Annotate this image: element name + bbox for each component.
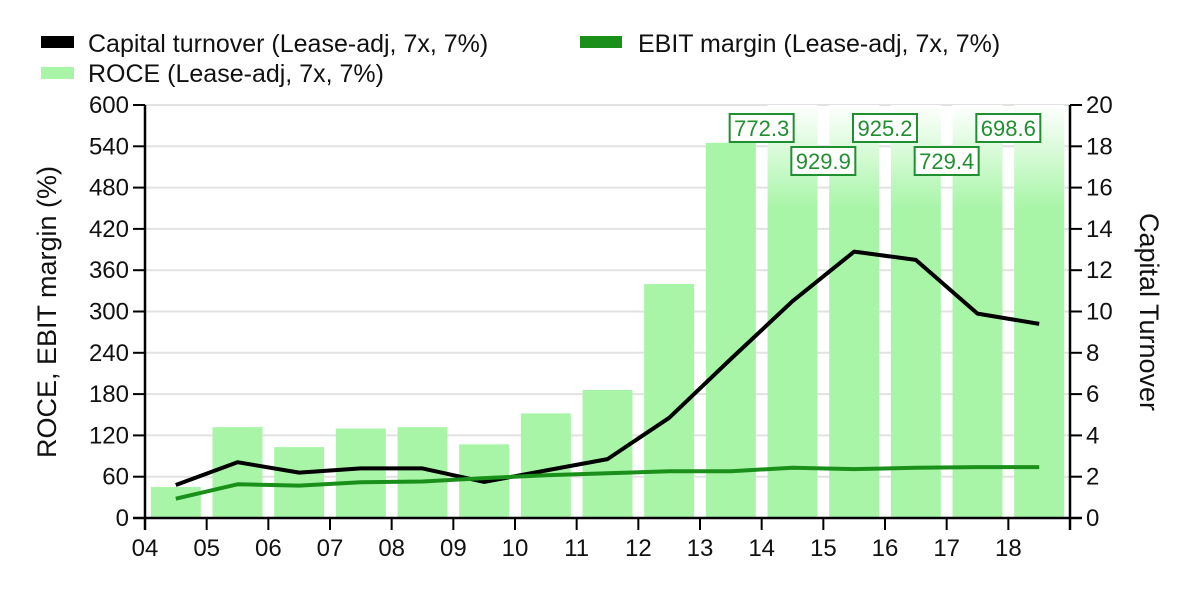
overflow-label-box: [913, 146, 980, 176]
y-tick-label-right: 20: [1086, 92, 1113, 119]
y-tick-label-left: 420: [89, 216, 129, 243]
y-tick-label-right: 10: [1086, 299, 1113, 326]
line-ebit-margin: [175, 465, 1040, 501]
x-tick-label: 12: [625, 535, 652, 562]
legend-swatch-roce: [41, 67, 74, 79]
overflow-label-box: [975, 113, 1042, 143]
legend: Capital turnover (Lease-adj, 7x, 7%) EBI…: [41, 30, 1000, 88]
y-tick-label-right: 2: [1086, 464, 1099, 491]
x-tick-label: 07: [317, 535, 344, 562]
x-tick-label: 18: [995, 535, 1022, 562]
x-tick-label: 15: [810, 535, 837, 562]
x-tick-label: 06: [255, 535, 282, 562]
x-tick-label: 04: [132, 535, 159, 562]
y-axis-title-right: Capital Turnover: [1134, 213, 1164, 411]
x-tick-label: 08: [378, 535, 405, 562]
overflow-label-17: 729.4: [919, 149, 974, 174]
y-tick-label-right: 8: [1086, 340, 1099, 367]
y-tick-label-right: 16: [1086, 175, 1113, 202]
y-tick-label-right: 12: [1086, 257, 1113, 284]
y-tick-label-right: 6: [1086, 381, 1099, 408]
bar-roce-13: [705, 142, 756, 518]
overflow-label-18: 698.6: [981, 116, 1036, 141]
x-tick-label: 16: [872, 535, 899, 562]
bar-roce-04: [150, 487, 201, 518]
overflow-label-box: [728, 113, 795, 143]
x-tick-label: 13: [687, 535, 714, 562]
overflow-label-14: 772.3: [734, 116, 789, 141]
y-tick-label-left: 240: [89, 340, 129, 367]
overflow-label-15: 929.9: [796, 149, 851, 174]
overflow-label-16: 925.2: [857, 116, 912, 141]
x-tick-label: 14: [748, 535, 775, 562]
y-tick-label-left: 360: [89, 257, 129, 284]
legend-label-ebit-margin: EBIT margin (Lease-adj, 7x, 7%): [638, 30, 1000, 58]
y-tick-label-right: 0: [1086, 505, 1099, 532]
y-tick-label-right: 14: [1086, 216, 1113, 243]
legend-label-roce: ROCE (Lease-adj, 7x, 7%): [88, 60, 384, 88]
axes: 0601201802403003604204805406000246810121…: [89, 92, 1113, 562]
x-tick-label: 09: [440, 535, 467, 562]
y-tick-label-left: 0: [116, 505, 129, 532]
y-tick-label-left: 60: [102, 464, 129, 491]
legend-item-ebit-margin: EBIT margin (Lease-adj, 7x, 7%): [580, 30, 1000, 58]
y-tick-label-left: 120: [89, 422, 129, 449]
y-tick-label-left: 540: [89, 133, 129, 160]
bar-roce-07: [335, 428, 386, 518]
bar-roce-05: [212, 427, 263, 518]
y-tick-label-left: 300: [89, 299, 129, 326]
legend-swatch-ebit-margin: [580, 36, 622, 48]
x-tick-label: 05: [193, 535, 220, 562]
y-tick-label-left: 600: [89, 92, 129, 119]
x-tick-label: 11: [564, 535, 589, 562]
legend-label-capital-turnover: Capital turnover (Lease-adj, 7x, 7%): [88, 30, 488, 58]
y-tick-label-right: 18: [1086, 133, 1113, 160]
y-tick-label-left: 180: [89, 381, 129, 408]
bar-roce-18: [1014, 105, 1065, 518]
line-capital-turnover: [175, 249, 1040, 487]
bar-roce-06: [274, 447, 325, 518]
legend-swatch-capital-turnover: [41, 36, 74, 48]
bar-roce-11: [582, 389, 633, 518]
series-lines: [175, 249, 1040, 501]
y-axis-title-left: ROCE, EBIT margin (%): [32, 166, 62, 458]
x-tick-label: 17: [933, 535, 960, 562]
legend-item-roce: ROCE (Lease-adj, 7x, 7%): [41, 60, 384, 88]
y-tick-label-left: 480: [89, 175, 129, 202]
overflow-label-box: [852, 113, 918, 143]
x-tick-label: 10: [502, 535, 529, 562]
overflow-label-box: [790, 146, 857, 176]
y-tick-label-right: 4: [1086, 422, 1099, 449]
legend-item-capital-turnover: Capital turnover (Lease-adj, 7x, 7%): [41, 30, 488, 58]
